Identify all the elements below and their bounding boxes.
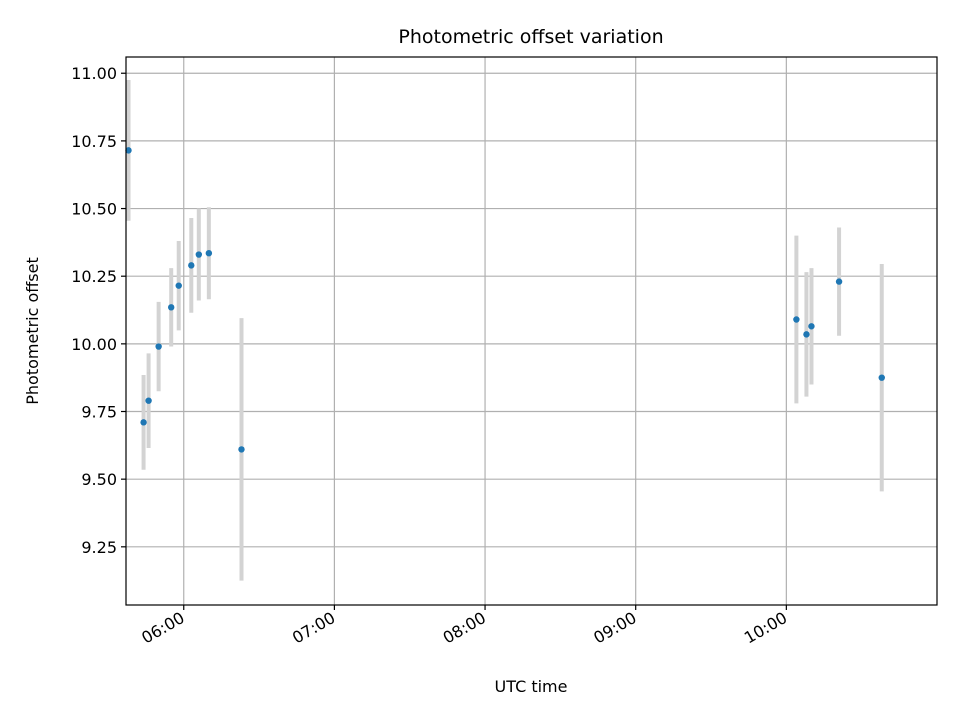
data-point: [195, 251, 203, 258]
y-tick-label: 10.25: [71, 267, 117, 286]
y-tick-label: 10.00: [71, 335, 117, 354]
data-point: [803, 331, 810, 338]
y-tick-label: 11.00: [71, 64, 117, 83]
data-point: [155, 343, 162, 350]
data-point: [793, 316, 800, 323]
data-point: [188, 262, 195, 269]
data-point: [140, 419, 147, 426]
data-point: [175, 282, 182, 289]
data-point: [835, 278, 843, 285]
data-point: [167, 304, 175, 311]
chart-title: Photometric offset variation: [398, 26, 663, 48]
x-axis-label: UTC time: [495, 677, 568, 696]
data-point: [145, 397, 152, 404]
data-point: [125, 147, 132, 154]
y-tick-label: 10.75: [71, 132, 117, 151]
plot-frame: [125, 56, 938, 606]
y-tick-label: 9.75: [81, 403, 117, 422]
y-axis-label: Photometric offset: [23, 257, 42, 405]
grid: [126, 57, 937, 605]
y-tick-label: 10.50: [71, 200, 117, 219]
data-point: [808, 323, 815, 330]
data-point: [238, 446, 245, 453]
data-points: [125, 147, 885, 453]
y-axis: 9.25 9.50 9.75 10.00 10.25 10.50 10.75 11.00: [71, 64, 126, 557]
data-point: [205, 249, 213, 257]
y-tick-label: 9.25: [81, 538, 117, 557]
data-point: [878, 374, 885, 381]
y-tick-label: 9.50: [81, 470, 117, 489]
